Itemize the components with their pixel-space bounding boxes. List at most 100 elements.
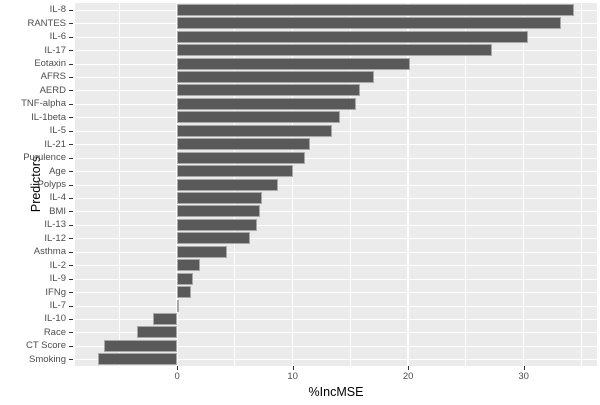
bar-Asthma [177,245,227,258]
y-tick-label: AFRS [40,71,66,83]
y-tick-mark [69,251,73,253]
y-tick-mark [69,318,73,320]
y-tick-label: IL-1beta [31,111,66,123]
y-gridline [75,144,597,146]
x-tick-mark [292,366,294,370]
y-tick-label: IL-7 [49,300,66,311]
y-tick-label: IL-2 [49,259,66,271]
y-gridline [75,130,597,132]
y-tick-label: RANTES [27,17,66,29]
y-tick-label: Eotaxin [34,58,66,69]
y-tick-mark [69,130,73,132]
y-gridline [75,305,597,307]
x-minor-gridline [349,3,351,366]
y-gridline [75,318,597,320]
x-axis-title: %IncMSE [308,385,364,399]
y-tick-label: IL-8 [49,4,66,16]
bar-IL-9 [177,272,194,285]
y-tick-mark [69,238,73,240]
y-gridline [75,265,597,267]
y-tick-mark [69,63,73,65]
y-tick-label: IL-9 [49,273,66,285]
bar-IL-13 [177,218,257,231]
x-major-gridline [291,3,294,366]
y-tick-mark [69,197,73,199]
bar-IL-17 [177,44,493,57]
y-tick-label: TNF-alpha [21,98,66,110]
y-tick-mark [69,144,73,146]
y-tick-mark [69,90,73,92]
bar-IL-12 [177,232,250,245]
y-tick-mark [69,292,73,294]
x-minor-gridline [580,3,582,366]
bar-IL-21 [177,138,310,151]
bar-Age [177,165,293,178]
y-tick-mark [69,305,73,307]
plot-panel [75,3,597,366]
y-gridline [75,359,597,361]
bar-IL-10 [152,312,178,325]
bar-IL-5 [177,124,332,137]
bar-Eotaxin [177,57,411,70]
y-tick-mark [69,103,73,105]
x-tick-label: 0 [174,371,180,382]
bar-IL-4 [177,191,262,204]
y-tick-label: IL-4 [49,192,66,204]
bar-IL-1beta [177,111,341,124]
y-tick-mark [69,50,73,52]
y-tick-mark [69,157,73,159]
y-tick-label: Age [49,165,66,177]
x-minor-gridline [465,3,467,366]
y-tick-mark [69,278,73,280]
x-tick-mark [523,366,525,370]
y-tick-mark [69,76,73,78]
bar-BMI [177,205,261,218]
y-tick-mark [69,9,73,11]
y-tick-label: CT Score [26,340,66,352]
bar-TNF-alpha [177,97,357,110]
bar-IL-2 [177,259,201,272]
y-tick-label: Race [43,326,66,338]
y-tick-label: IL-5 [49,125,66,137]
y-tick-mark [69,171,73,173]
bar-Smoking [97,353,178,366]
y-tick-mark [69,211,73,213]
y-tick-mark [69,117,73,119]
y-gridline [75,332,597,334]
y-tick-label: Smoking [29,353,66,365]
bar-RANTES [177,17,561,30]
x-tick-label: 10 [287,371,298,382]
y-tick-mark [69,36,73,38]
bar-Polyps [177,178,278,191]
y-gridline [75,251,597,253]
bar-IL-6 [177,30,529,43]
x-minor-gridline [118,3,120,366]
y-gridline [75,157,597,159]
x-tick-label: 30 [518,371,529,382]
y-gridline [75,224,597,226]
x-tick-label: 20 [402,371,414,382]
y-tick-mark [69,224,73,226]
y-gridline [75,278,597,280]
y-tick-mark [69,23,73,25]
x-tick-mark [177,366,179,370]
y-tick-label: IL-21 [44,138,66,150]
y-tick-label: Polyps [37,179,66,190]
bar-IL-7 [177,299,180,312]
y-tick-label: AERD [39,84,66,96]
y-tick-label: IL-10 [44,313,66,325]
y-gridline [75,345,597,347]
y-gridline [75,211,597,213]
y-tick-label: Asthma [33,246,66,258]
bar-IL-8 [177,3,575,16]
y-gridline [75,292,597,294]
bar-AERD [177,84,360,97]
y-tick-label: IL-17 [44,44,66,56]
y-tick-mark [69,345,73,347]
y-tick-label: IL-12 [44,232,66,244]
y-tick-label: Purulence [23,152,66,164]
y-tick-label: IL-13 [44,219,66,231]
y-tick-mark [69,265,73,267]
x-tick-mark [408,366,410,370]
